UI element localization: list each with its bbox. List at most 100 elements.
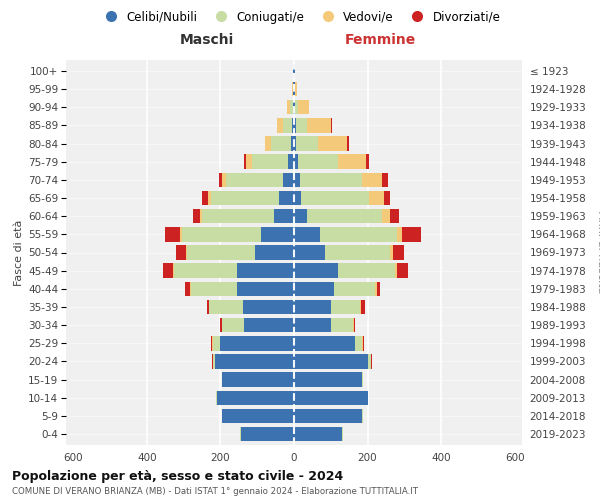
- Bar: [382, 172, 388, 187]
- Bar: [320, 227, 397, 242]
- Bar: [294, 372, 362, 387]
- Bar: [222, 318, 244, 332]
- Bar: [244, 318, 294, 332]
- Bar: [165, 227, 180, 242]
- Bar: [361, 300, 365, 314]
- Bar: [289, 154, 294, 169]
- Bar: [362, 336, 363, 350]
- Bar: [294, 209, 307, 224]
- Bar: [212, 354, 213, 368]
- Bar: [377, 282, 380, 296]
- Bar: [338, 264, 395, 278]
- Bar: [265, 136, 271, 151]
- Bar: [294, 227, 320, 242]
- Bar: [283, 172, 294, 187]
- Bar: [242, 300, 294, 314]
- Bar: [240, 427, 241, 442]
- Bar: [294, 118, 296, 132]
- Bar: [362, 172, 382, 187]
- Bar: [207, 300, 209, 314]
- Bar: [393, 245, 404, 260]
- Bar: [360, 300, 361, 314]
- Bar: [218, 172, 221, 187]
- Bar: [295, 82, 298, 96]
- Y-axis label: Fasce di età: Fasce di età: [14, 220, 24, 286]
- Bar: [294, 245, 325, 260]
- Bar: [299, 172, 362, 187]
- Bar: [175, 264, 237, 278]
- Bar: [222, 372, 294, 387]
- Bar: [296, 136, 318, 151]
- Bar: [241, 427, 294, 442]
- Bar: [182, 227, 261, 242]
- Bar: [291, 136, 294, 151]
- Bar: [211, 336, 212, 350]
- Bar: [370, 191, 384, 206]
- Bar: [215, 354, 294, 368]
- Bar: [294, 191, 301, 206]
- Bar: [221, 318, 222, 332]
- Bar: [193, 209, 200, 224]
- Bar: [294, 336, 355, 350]
- Bar: [187, 245, 256, 260]
- Bar: [209, 300, 242, 314]
- Bar: [279, 191, 294, 206]
- Bar: [296, 118, 307, 132]
- Bar: [292, 82, 293, 96]
- Bar: [389, 245, 393, 260]
- Bar: [246, 154, 252, 169]
- Bar: [342, 427, 343, 442]
- Bar: [301, 191, 370, 206]
- Bar: [298, 100, 309, 114]
- Bar: [294, 82, 295, 96]
- Bar: [295, 100, 298, 114]
- Y-axis label: Anni di nascita: Anni di nascita: [596, 211, 600, 294]
- Bar: [217, 390, 294, 405]
- Bar: [362, 408, 363, 423]
- Bar: [395, 264, 397, 278]
- Bar: [176, 245, 185, 260]
- Bar: [293, 82, 294, 96]
- Bar: [397, 227, 403, 242]
- Bar: [325, 245, 389, 260]
- Bar: [211, 191, 279, 206]
- Bar: [180, 227, 182, 242]
- Bar: [191, 282, 237, 296]
- Text: COMUNE DI VERANO BRIANZA (MB) - Dati ISTAT 1° gennaio 2024 - Elaborazione TUTTIT: COMUNE DI VERANO BRIANZA (MB) - Dati IST…: [12, 488, 418, 496]
- Bar: [294, 264, 338, 278]
- Bar: [237, 282, 294, 296]
- Bar: [221, 172, 226, 187]
- Bar: [331, 300, 360, 314]
- Bar: [294, 390, 368, 405]
- Bar: [292, 118, 294, 132]
- Bar: [200, 209, 202, 224]
- Bar: [298, 154, 338, 169]
- Bar: [190, 282, 191, 296]
- Bar: [293, 100, 294, 114]
- Bar: [363, 336, 364, 350]
- Text: Popolazione per età, sesso e stato civile - 2024: Popolazione per età, sesso e stato civil…: [12, 470, 343, 483]
- Legend: Celibi/Nubili, Coniugati/e, Vedovi/e, Divorziati/e: Celibi/Nubili, Coniugati/e, Vedovi/e, Di…: [95, 6, 505, 28]
- Bar: [294, 154, 298, 169]
- Bar: [294, 427, 342, 442]
- Bar: [185, 245, 187, 260]
- Bar: [294, 136, 296, 151]
- Bar: [173, 264, 175, 278]
- Bar: [307, 118, 331, 132]
- Bar: [371, 354, 372, 368]
- Bar: [220, 336, 294, 350]
- Text: Femmine: Femmine: [345, 34, 416, 48]
- Bar: [318, 136, 347, 151]
- Bar: [366, 154, 370, 169]
- Bar: [293, 64, 294, 78]
- Bar: [221, 372, 222, 387]
- Bar: [208, 191, 211, 206]
- Bar: [283, 118, 292, 132]
- Bar: [294, 300, 331, 314]
- Bar: [389, 209, 399, 224]
- Bar: [294, 354, 368, 368]
- Bar: [202, 191, 208, 206]
- Bar: [256, 245, 294, 260]
- Bar: [331, 318, 353, 332]
- Bar: [221, 408, 222, 423]
